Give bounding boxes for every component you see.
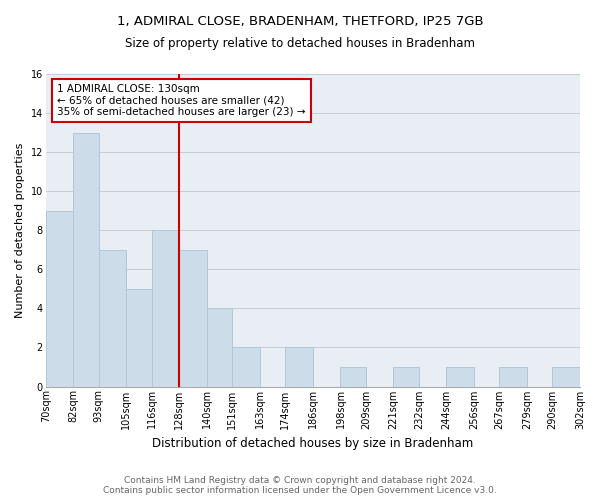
Bar [340,367,366,386]
Text: Contains HM Land Registry data © Crown copyright and database right 2024.
Contai: Contains HM Land Registry data © Crown c… [103,476,497,495]
Bar [207,308,232,386]
Bar [285,348,313,387]
Text: 1, ADMIRAL CLOSE, BRADENHAM, THETFORD, IP25 7GB: 1, ADMIRAL CLOSE, BRADENHAM, THETFORD, I… [116,15,484,28]
Bar [73,132,98,386]
Bar [394,367,419,386]
Bar [553,367,580,386]
Bar [98,250,127,386]
Bar [232,348,260,387]
Bar [152,230,179,386]
Bar [499,367,527,386]
Text: Size of property relative to detached houses in Bradenham: Size of property relative to detached ho… [125,38,475,51]
Bar [446,367,474,386]
Bar [46,210,73,386]
X-axis label: Distribution of detached houses by size in Bradenham: Distribution of detached houses by size … [152,437,473,450]
Bar [127,289,152,386]
Bar [179,250,207,386]
Y-axis label: Number of detached properties: Number of detached properties [15,142,25,318]
Text: 1 ADMIRAL CLOSE: 130sqm
← 65% of detached houses are smaller (42)
35% of semi-de: 1 ADMIRAL CLOSE: 130sqm ← 65% of detache… [57,84,306,117]
